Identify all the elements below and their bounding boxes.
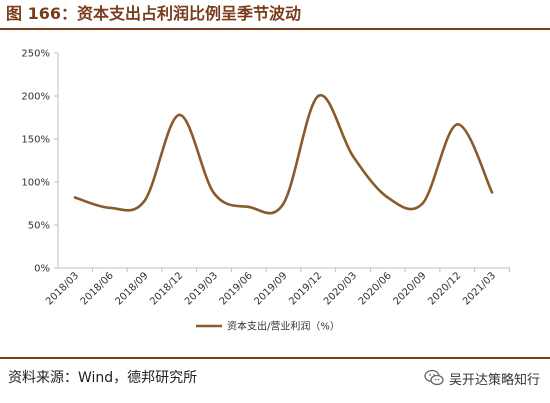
x-axis: 2018/032018/062018/092018/122019/032019/…	[44, 267, 510, 307]
y-tick-label: 50%	[28, 221, 50, 232]
x-tick-label: 2018/03	[44, 270, 81, 307]
data-point	[212, 191, 216, 195]
footer-divider	[0, 357, 550, 359]
series-line	[74, 94, 494, 215]
series-layer	[73, 94, 494, 215]
watermark-text: 吴开达策略知行	[448, 372, 540, 388]
data-point	[143, 199, 146, 203]
data-point	[351, 154, 355, 158]
x-tick-label: 2020/12	[426, 270, 463, 307]
data-point	[455, 123, 459, 126]
x-tick-label: 2019/03	[183, 270, 220, 307]
legend-label: 资本支出/营业利润（%）	[227, 320, 340, 333]
data-point	[421, 202, 424, 205]
data-point	[316, 94, 320, 98]
figure-title: 图 166：资本支出占利润比例呈季节波动	[6, 4, 301, 23]
x-tick-label: 2020/03	[322, 270, 359, 307]
source-note: 资料来源：Wind，德邦研究所	[8, 370, 198, 386]
data-point	[108, 206, 112, 210]
y-axis: 0% 50% 100% 150% 200% 250%	[21, 49, 59, 275]
x-tick-label: 2020/09	[391, 270, 428, 307]
y-tick-label: 250%	[21, 49, 50, 60]
line-chart: 0%50%100%150%200%250% 2018/032018/062018…	[21, 49, 510, 333]
title-divider	[0, 28, 550, 30]
y-tick-label: 100%	[21, 178, 50, 189]
watermark: 吴开达策略知行	[423, 366, 540, 390]
x-tick-label: 2018/09	[113, 270, 150, 307]
wechat-icon	[424, 369, 444, 386]
x-tick-label: 2019/09	[252, 270, 289, 307]
x-tick-label: 2019/12	[287, 270, 324, 307]
data-point	[247, 205, 251, 209]
data-point	[73, 196, 77, 199]
x-tick-label: 2018/06	[79, 270, 116, 307]
y-tick-label: 150%	[21, 135, 50, 146]
x-tick-label: 2021/03	[461, 270, 498, 307]
legend: 资本支出/营业利润（%）	[196, 320, 340, 333]
data-point	[177, 113, 181, 117]
y-tick-label: 200%	[21, 92, 50, 103]
x-tick-label: 2019/06	[218, 270, 255, 307]
y-tick-label: 0%	[34, 264, 50, 275]
x-tick-label: 2020/06	[357, 270, 394, 307]
data-point	[386, 196, 390, 199]
x-tick-label: 2018/12	[148, 270, 185, 307]
data-point	[282, 202, 285, 205]
data-point	[490, 191, 494, 194]
